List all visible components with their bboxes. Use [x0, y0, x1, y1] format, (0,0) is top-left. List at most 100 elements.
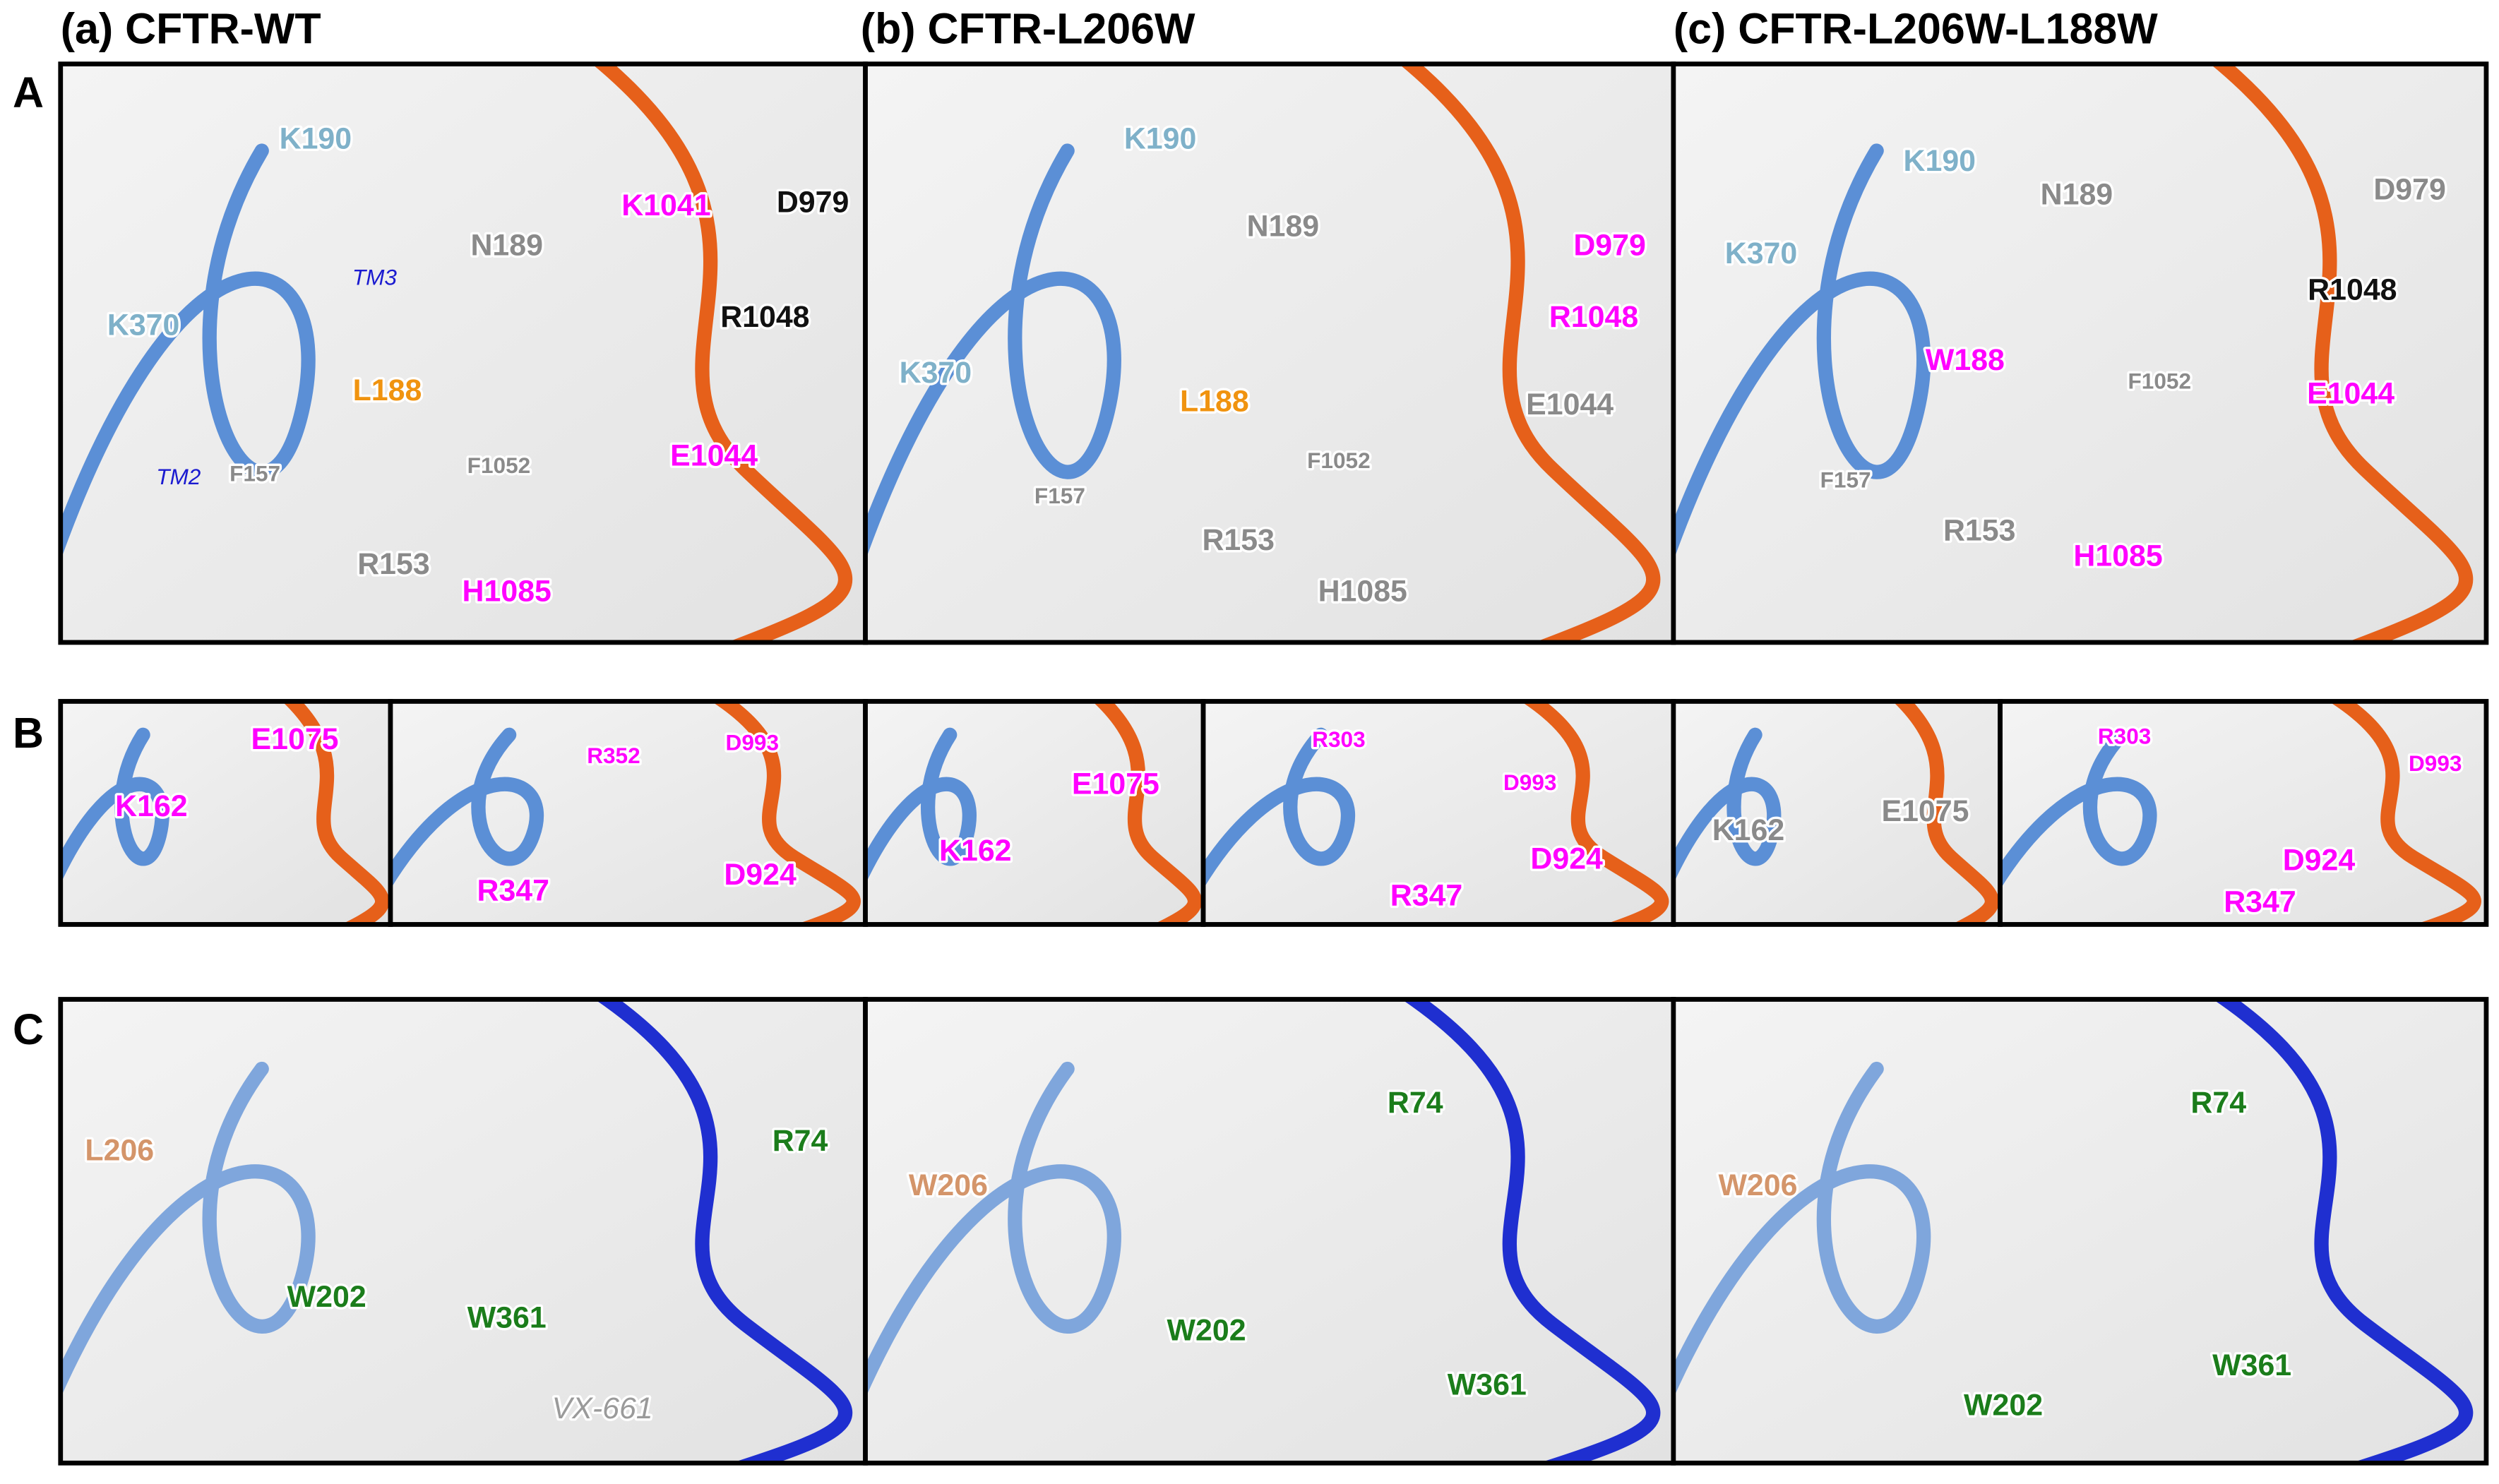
- residue-label: K190: [280, 121, 352, 155]
- helix: [60, 727, 169, 884]
- residue-label: D924: [724, 858, 797, 892]
- residue-label: H1085: [463, 574, 551, 608]
- column-title: (a) CFTR-WT: [61, 5, 321, 53]
- residue-label: R74: [773, 1124, 828, 1158]
- helix: [1673, 727, 1782, 884]
- residue-label: F157: [1820, 467, 1871, 492]
- panel: K162 E1075: [1673, 701, 2000, 925]
- helix: [1673, 143, 1931, 561]
- residue-label: D979: [777, 186, 849, 220]
- residue-label: R153: [357, 547, 430, 581]
- helix: [2328, 701, 2481, 925]
- panels: K190 K1041 D979 N189 K370 R1048 TM3 L188 E1044 F1…: [58, 61, 2489, 1466]
- residue-label: W206: [909, 1168, 988, 1202]
- panel-background: [1203, 701, 1674, 925]
- panel: L206 R74 W202 W361 VX-661: [60, 999, 866, 1464]
- panel: R74 W206 W202 W361: [865, 999, 1674, 1464]
- panel-background: [60, 64, 866, 642]
- residue-label: K370: [1725, 237, 1798, 270]
- panel-background: [60, 999, 866, 1464]
- residue-label: W361: [1448, 1368, 1527, 1401]
- column-title: (b) CFTR-L206W: [861, 5, 1195, 53]
- residue-label: K1041: [621, 189, 710, 222]
- panel-background: [390, 701, 866, 925]
- panel: K190 N189 D979 K370 R1048 W188 F1052 E1044 F157 R…: [1673, 64, 2486, 642]
- residue-label: F1052: [2128, 368, 2191, 393]
- residue-label: K162: [1712, 813, 1784, 847]
- panel-border: [1671, 61, 2489, 645]
- helix: [865, 143, 1121, 561]
- residue-label: F157: [1034, 483, 1085, 508]
- helix: [594, 999, 853, 1464]
- helix: [1673, 1061, 1931, 1399]
- helix: [2212, 999, 2474, 1464]
- row-label: B: [13, 709, 44, 757]
- residue-label: TM2: [156, 464, 201, 489]
- residue-label: D993: [726, 730, 780, 755]
- residue-label: E1044: [1526, 388, 1614, 421]
- panel-background: [2000, 701, 2486, 925]
- helix: [2000, 727, 2157, 890]
- residue-label: F157: [229, 460, 280, 486]
- residue-label: R303: [1312, 726, 1365, 752]
- panel-background: [1673, 999, 2486, 1464]
- helix: [1892, 701, 1999, 925]
- panel: R74 W206 W202 W361: [1673, 999, 2486, 1464]
- residue-label: F1052: [467, 453, 531, 478]
- panel: R303 D993 D924 R347: [2000, 701, 2486, 925]
- residue-label: H1085: [2073, 539, 2162, 573]
- helix: [282, 701, 390, 925]
- residue-label: E1044: [670, 438, 758, 472]
- residue-label: W188: [1926, 343, 2005, 377]
- residue-label: K162: [939, 834, 1012, 868]
- residue-label: R347: [2224, 885, 2296, 918]
- residue-label: R74: [1388, 1086, 1443, 1120]
- residue-label: W202: [287, 1280, 366, 1314]
- residue-label: VX-661: [552, 1392, 653, 1425]
- residue-label: D993: [2409, 750, 2462, 776]
- residue-label: N189: [1247, 209, 1320, 243]
- residue-label: W202: [1167, 1314, 1246, 1348]
- residue-label: E1075: [1072, 767, 1159, 801]
- panel-background: [865, 999, 1674, 1464]
- helix: [390, 727, 544, 890]
- panel-border: [1998, 699, 2489, 927]
- residue-label: N189: [470, 229, 543, 263]
- residue-label: E1044: [2307, 376, 2394, 410]
- residue-label: D979: [1573, 229, 1646, 263]
- residue-label: L188: [353, 373, 422, 407]
- residue-label: D924: [1530, 842, 1603, 875]
- residue-label: E1075: [251, 722, 339, 756]
- residue-label: R303: [2098, 724, 2152, 749]
- helix: [865, 727, 977, 885]
- residue-label: R1048: [720, 300, 809, 334]
- residue-label: W206: [1718, 1168, 1797, 1202]
- residue-label: K162: [115, 789, 188, 823]
- helix: [1520, 701, 1669, 925]
- residue-label: R153: [1202, 523, 1274, 557]
- helix: [865, 1061, 1121, 1399]
- helix: [1401, 999, 1661, 1464]
- residue-label: D979: [2373, 173, 2446, 207]
- panel: K190 N189 D979 K370 R1048 L188 E1044 F1052 F157 R…: [865, 64, 1674, 642]
- residue-label: R1048: [2308, 273, 2397, 307]
- panel: K190 K1041 D979 N189 K370 R1048 TM3 L188 E1044 F1…: [60, 64, 866, 642]
- panel: R303 D993 D924 R347: [1203, 701, 1674, 925]
- panel: E1075 K162: [865, 701, 1204, 925]
- residue-label: K190: [1124, 121, 1196, 155]
- panel-background: [1673, 64, 2486, 642]
- helix: [60, 1061, 316, 1399]
- residue-label: E1075: [1881, 794, 1969, 828]
- helix: [60, 143, 316, 561]
- helix: [1092, 701, 1203, 925]
- helix: [1203, 727, 1355, 890]
- residue-label: D924: [2283, 844, 2356, 878]
- residue-label: D993: [1503, 770, 1557, 795]
- residue-label: R352: [587, 743, 640, 768]
- residue-label: F1052: [1307, 448, 1371, 473]
- residue-label: K370: [107, 308, 180, 342]
- panel-background: [865, 64, 1674, 642]
- helix: [592, 64, 852, 642]
- panel: R352 D993 R347 D924: [390, 701, 866, 925]
